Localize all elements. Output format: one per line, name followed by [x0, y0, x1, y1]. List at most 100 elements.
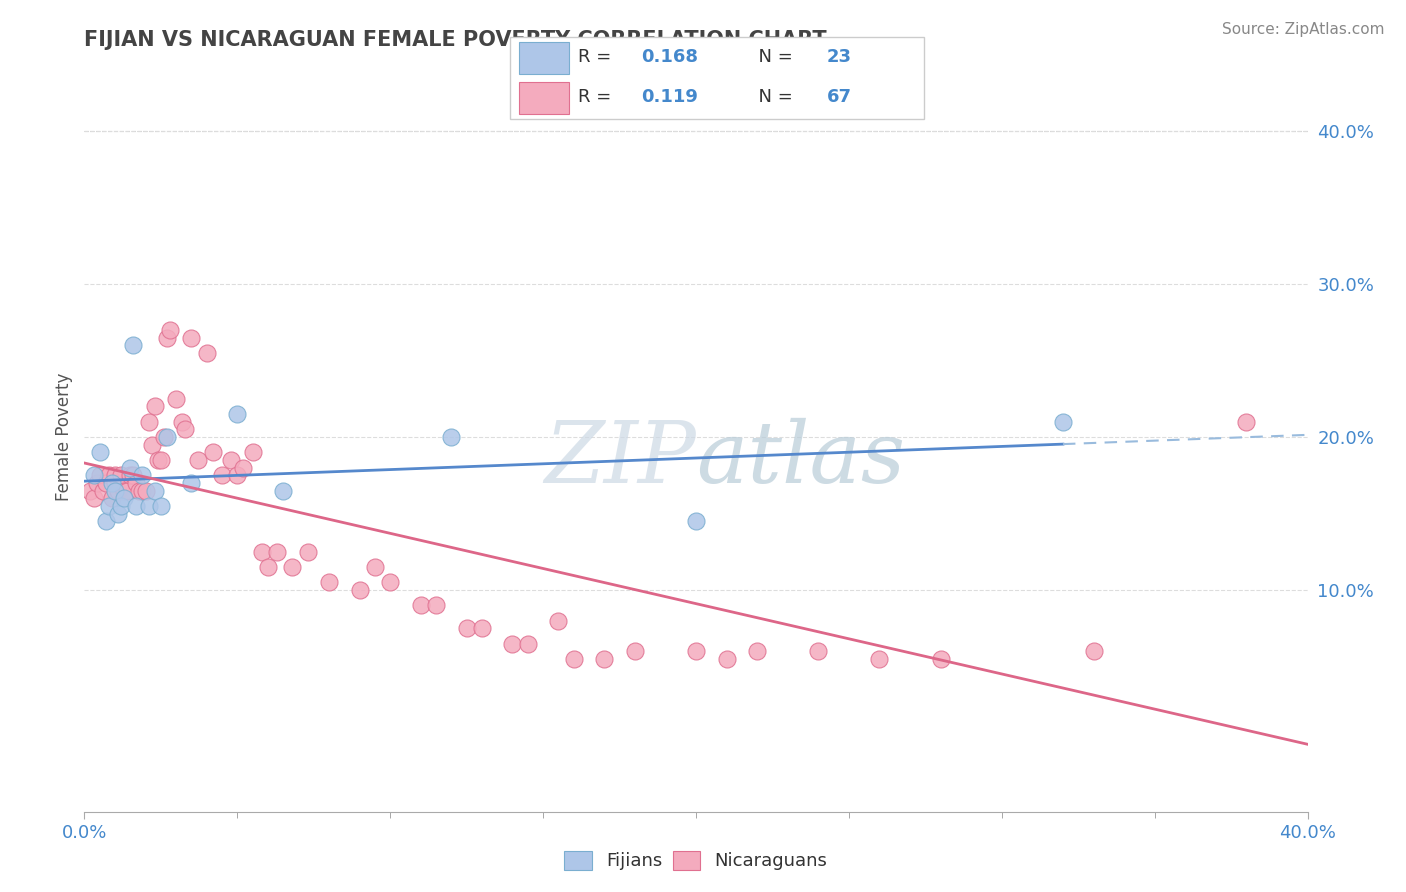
Point [747, 644, 769, 658]
Point [143, 483, 166, 498]
Text: 23: 23 [827, 48, 852, 66]
Text: 67: 67 [827, 87, 852, 105]
Point [141, 438, 163, 452]
Point [131, 468, 153, 483]
Point [318, 575, 340, 590]
Point [89, 468, 111, 483]
Point [425, 599, 447, 613]
Point [380, 575, 402, 590]
Point [91, 483, 114, 498]
Point [180, 331, 202, 345]
Point [165, 392, 187, 406]
Point [226, 407, 249, 421]
Point [201, 445, 224, 459]
Point [125, 475, 148, 490]
Point [97, 499, 120, 513]
Point [104, 468, 127, 483]
Point [1236, 415, 1258, 429]
Point [195, 346, 218, 360]
Text: ZIP: ZIP [544, 418, 696, 501]
Text: FIJIAN VS NICARAGUAN FEMALE POVERTY CORRELATION CHART: FIJIAN VS NICARAGUAN FEMALE POVERTY CORR… [84, 29, 827, 50]
Text: Source: ZipAtlas.com: Source: ZipAtlas.com [1222, 22, 1385, 37]
Point [266, 545, 288, 559]
Point [101, 475, 124, 490]
Point [281, 560, 304, 574]
Text: 0.168: 0.168 [641, 48, 699, 66]
Point [471, 621, 494, 635]
Point [685, 514, 707, 528]
FancyBboxPatch shape [510, 37, 924, 119]
Point [502, 636, 524, 650]
Point [115, 483, 138, 498]
Point [138, 415, 160, 429]
Point [122, 468, 145, 483]
Point [562, 652, 585, 666]
Point [232, 460, 254, 475]
Point [149, 453, 172, 467]
Point [174, 422, 197, 436]
Point [122, 338, 145, 352]
Point [516, 636, 538, 650]
Point [807, 644, 830, 658]
Point [120, 460, 142, 475]
Point [79, 483, 101, 498]
Text: R =: R = [578, 87, 617, 105]
Point [242, 445, 264, 459]
Point [349, 582, 371, 597]
Point [104, 475, 127, 490]
FancyBboxPatch shape [519, 42, 569, 74]
Point [593, 652, 616, 666]
Point [271, 483, 294, 498]
Point [131, 483, 153, 498]
FancyBboxPatch shape [519, 82, 569, 114]
Text: N =: N = [747, 87, 799, 105]
Point [107, 483, 129, 498]
Text: R =: R = [578, 48, 617, 66]
Point [159, 323, 181, 337]
Point [112, 491, 135, 506]
Point [624, 644, 647, 658]
Point [125, 499, 148, 513]
Point [101, 491, 124, 506]
Point [120, 468, 142, 483]
Point [146, 453, 169, 467]
Point [219, 453, 242, 467]
Point [86, 475, 108, 490]
Point [250, 545, 273, 559]
Y-axis label: Female Poverty: Female Poverty [55, 373, 73, 501]
Point [929, 652, 952, 666]
Point [107, 507, 129, 521]
Point [156, 331, 179, 345]
Point [716, 652, 738, 666]
Text: N =: N = [747, 48, 799, 66]
Point [112, 483, 135, 498]
Point [869, 652, 891, 666]
Point [409, 599, 432, 613]
Point [97, 468, 120, 483]
Point [685, 644, 707, 658]
Point [456, 621, 478, 635]
Point [138, 499, 160, 513]
Point [143, 400, 166, 414]
Point [153, 430, 176, 444]
Text: atlas: atlas [696, 418, 905, 501]
Point [297, 545, 319, 559]
Point [83, 491, 105, 506]
Point [94, 475, 117, 490]
Point [104, 483, 127, 498]
Point [156, 430, 179, 444]
Point [547, 614, 569, 628]
Point [180, 475, 202, 490]
Point [1083, 644, 1105, 658]
Point [128, 483, 150, 498]
Point [110, 468, 132, 483]
Text: 0.119: 0.119 [641, 87, 697, 105]
Point [440, 430, 463, 444]
Point [135, 483, 157, 498]
Point [186, 453, 208, 467]
Point [89, 445, 111, 459]
Point [226, 468, 249, 483]
Point [94, 514, 117, 528]
Point [149, 499, 172, 513]
Point [83, 468, 105, 483]
